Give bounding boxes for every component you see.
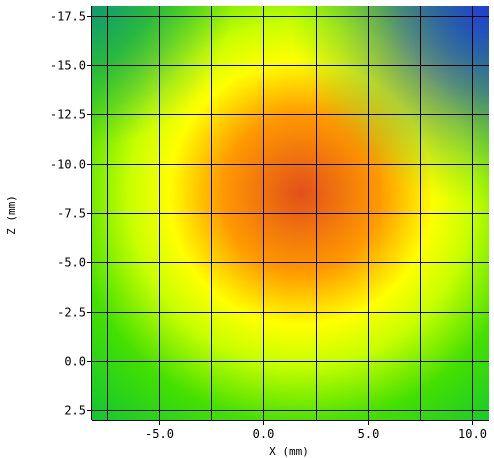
y-axis-label: Z (mm): [5, 195, 18, 235]
y-tick-label: -2.5: [57, 306, 86, 320]
grid: [92, 6, 489, 420]
y-tick-label: 2.5: [64, 404, 86, 418]
y-tick-label: -7.5: [57, 207, 86, 221]
x-tick-label: -5.0: [145, 427, 174, 441]
y-tick-label: -17.5: [50, 10, 86, 24]
y-tick-label: 0.0: [64, 355, 86, 369]
x-tick-label: 10.0: [458, 427, 487, 441]
y-tick-label: -10.0: [50, 158, 86, 172]
x-axis-label: X (mm): [269, 445, 309, 458]
axis-ticks: -17.5 -15.0 -12.5 -10.0 -7.5 -5.0 -2.5 0.0 2.5 -5…: [50, 6, 489, 441]
x-tick-label: 5.0: [358, 427, 380, 441]
y-tick-label: -5.0: [57, 256, 86, 270]
y-tick-label: -12.5: [50, 108, 86, 122]
x-tick-label: 0.0: [253, 427, 275, 441]
y-tick-label: -15.0: [50, 59, 86, 73]
